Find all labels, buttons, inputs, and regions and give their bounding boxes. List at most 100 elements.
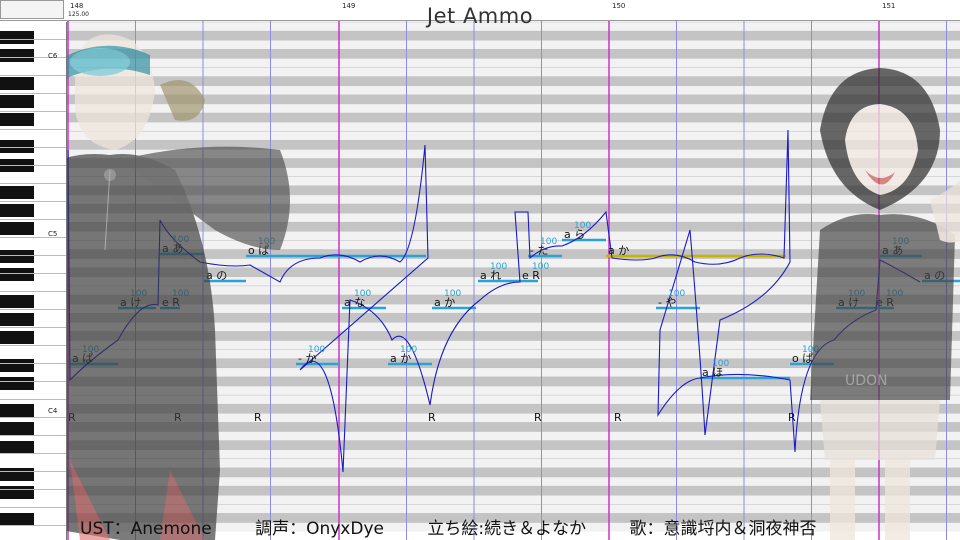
white-key[interactable] (0, 130, 66, 148)
white-key[interactable] (0, 202, 66, 220)
white-key[interactable] (0, 508, 66, 526)
black-key[interactable] (0, 295, 34, 308)
black-key[interactable] (0, 358, 34, 372)
pitch-row (66, 395, 960, 405)
black-key[interactable] (0, 249, 34, 263)
white-key[interactable] (0, 400, 66, 418)
note-lyric[interactable]: - や (658, 296, 676, 309)
white-key[interactable] (0, 526, 66, 540)
black-key[interactable] (0, 76, 34, 90)
black-key[interactable] (0, 222, 34, 236)
white-key[interactable] (0, 418, 66, 436)
note-velocity: 100 (802, 345, 819, 355)
pitch-row (66, 477, 960, 487)
pitch-row (66, 413, 960, 423)
note-lyric[interactable]: a ほ (702, 366, 723, 379)
note-lyric[interactable]: a れ (480, 269, 501, 282)
black-key[interactable] (0, 313, 34, 327)
white-key[interactable] (0, 94, 66, 112)
black-key[interactable] (0, 204, 34, 217)
black-key[interactable] (0, 404, 34, 418)
white-key[interactable] (0, 436, 66, 454)
note-velocity: 100 (668, 289, 685, 299)
black-key[interactable] (0, 376, 34, 390)
black-key[interactable] (0, 94, 34, 108)
note-lyric[interactable]: - た (530, 244, 548, 257)
pitch-curve[interactable] (67, 129, 921, 473)
pitch-row (66, 386, 960, 396)
note-lyric[interactable]: a の (206, 269, 227, 282)
note-velocity: 100 (400, 345, 417, 355)
white-key[interactable] (0, 382, 66, 400)
singer-illustration-right: UDON (810, 68, 960, 540)
pitch-row (66, 376, 960, 386)
ruler-corner (0, 0, 64, 19)
note-lyric[interactable]: a か (608, 244, 629, 257)
pitch-row (66, 222, 960, 232)
pitch-row (66, 31, 960, 41)
black-key[interactable] (0, 31, 34, 45)
white-key[interactable] (0, 346, 66, 364)
black-key[interactable] (0, 185, 34, 199)
piano-keyboard[interactable]: C6 C5 C4 (0, 22, 67, 540)
black-key[interactable] (0, 267, 34, 281)
white-key[interactable] (0, 40, 66, 58)
white-key[interactable] (0, 76, 66, 94)
pitch-row (66, 94, 960, 104)
pitch-row (66, 176, 960, 186)
black-key[interactable] (0, 422, 34, 436)
note-lyric[interactable]: o ぱ (792, 352, 813, 365)
white-key[interactable] (0, 22, 66, 40)
rest-label[interactable]: R (254, 411, 262, 424)
credit-tuning: 調声：OnyxDye (255, 519, 384, 539)
pitch-row (66, 240, 960, 250)
pitch-row (66, 85, 960, 95)
pitch-row (66, 67, 960, 77)
white-key[interactable] (0, 256, 66, 274)
white-key[interactable] (0, 364, 66, 382)
white-key[interactable] (0, 112, 66, 130)
white-key[interactable] (0, 292, 66, 310)
pitch-row (66, 49, 960, 59)
octave-label: C5 (48, 230, 58, 238)
octave-label: C6 (48, 52, 58, 60)
note-lyric[interactable]: a な (344, 296, 365, 309)
pitch-row (66, 358, 960, 368)
black-key[interactable] (0, 49, 34, 63)
white-key[interactable] (0, 472, 66, 490)
black-key[interactable] (0, 113, 34, 126)
rest-label[interactable]: R (614, 411, 622, 424)
pitch-row (66, 467, 960, 477)
black-key[interactable] (0, 140, 34, 154)
measure-ruler[interactable]: 148 149 150 151 125.00 (0, 0, 960, 21)
black-key[interactable] (0, 513, 34, 527)
white-key[interactable] (0, 148, 66, 166)
pitch-row (66, 103, 960, 113)
white-key[interactable] (0, 328, 66, 346)
note-lyric[interactable]: a ら (564, 228, 585, 241)
white-key[interactable] (0, 184, 66, 202)
note-velocity: 100 (712, 359, 729, 369)
note-lyric[interactable]: a か (390, 352, 411, 365)
white-key[interactable] (0, 490, 66, 508)
white-key[interactable] (0, 238, 66, 256)
note-lyric[interactable]: a か (434, 296, 455, 309)
pitch-row (66, 422, 960, 432)
rest-label[interactable]: R (534, 411, 542, 424)
white-key[interactable] (0, 58, 66, 76)
note-lyric[interactable]: e R (522, 269, 540, 282)
rest-label[interactable]: R (428, 411, 436, 424)
white-key[interactable] (0, 454, 66, 472)
black-key[interactable] (0, 440, 34, 454)
white-key[interactable] (0, 220, 66, 238)
pitch-row (66, 204, 960, 214)
black-key[interactable] (0, 331, 34, 345)
white-key[interactable] (0, 274, 66, 292)
pitch-row (66, 486, 960, 496)
white-key[interactable] (0, 310, 66, 328)
rest-label[interactable]: R (788, 411, 796, 424)
white-key[interactable] (0, 166, 66, 184)
note-lyric[interactable]: - か (298, 352, 316, 365)
